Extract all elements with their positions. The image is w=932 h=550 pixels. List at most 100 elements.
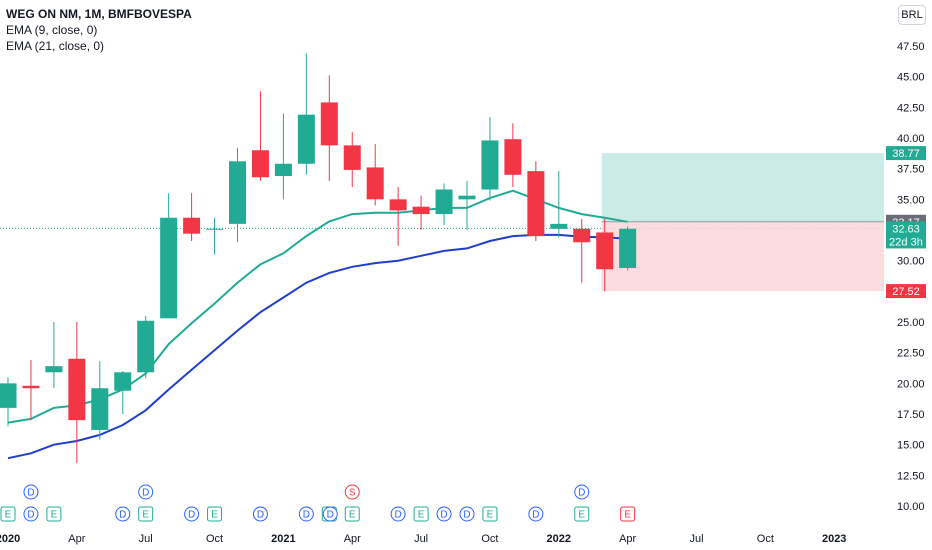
event-marker-letter: D (142, 488, 149, 499)
x-tick-label: 2023 (822, 533, 846, 545)
y-tick-label: 17.50 (897, 409, 925, 421)
x-tick-label: Apr (344, 533, 361, 545)
x-tick-label: Oct (481, 533, 498, 545)
y-tick-label: 35.00 (897, 194, 925, 206)
symbol-title[interactable]: WEG ON NM, 1M, BMFBOVESPA (6, 7, 192, 21)
event-marker-letter: D (188, 510, 195, 521)
event-marker-letter: D (440, 510, 447, 521)
earnings-marker[interactable] (482, 506, 498, 522)
event-marker-letter: D (532, 510, 539, 521)
split-marker[interactable] (344, 484, 360, 500)
event-marker-letter: D (463, 510, 470, 521)
dividend-marker[interactable] (298, 506, 314, 522)
event-marker-letter: E (578, 510, 585, 521)
dividend-marker[interactable] (138, 484, 154, 500)
price-label-box (886, 284, 926, 299)
candle-body (389, 199, 407, 211)
dividend-marker[interactable] (436, 506, 452, 522)
y-tick-label: 45.00 (897, 72, 925, 84)
currency-badge[interactable]: BRL (898, 5, 926, 25)
event-marker-letter: S (349, 488, 356, 499)
dividend-marker[interactable] (252, 506, 268, 522)
earnings-marker[interactable] (344, 506, 360, 522)
ema-lines (7, 189, 628, 460)
earnings-marker[interactable] (138, 506, 154, 522)
x-tick-label: Apr (68, 533, 85, 545)
time-axis[interactable]: 2020 Apr Jul Oct 2021 Apr Jul Oct 2022 Apr Jul Oct 2… (0, 533, 846, 545)
dividend-marker[interactable] (23, 506, 39, 522)
event-marker-letter: E (349, 510, 356, 521)
event-marker-letter: E (51, 510, 58, 521)
event-marker-letter: E (5, 510, 12, 521)
event-marker-letter: D (395, 510, 402, 521)
x-tick-label: Jul (689, 533, 703, 545)
dividend-marker[interactable] (23, 484, 39, 500)
event-marker-letter: E (142, 510, 149, 521)
dividend-marker[interactable] (115, 506, 131, 522)
earnings-marker[interactable] (620, 506, 636, 522)
candle-body (619, 228, 637, 269)
candles (0, 53, 637, 464)
event-marker-letter: E (487, 510, 494, 521)
x-tick-label: 2022 (547, 533, 571, 545)
candle-body (366, 167, 384, 200)
last-price-box (886, 221, 926, 249)
event-marker-letter: D (327, 510, 334, 521)
candle-body (573, 228, 591, 243)
price-axis[interactable]: 10.0012.5015.0017.5020.0022.5025.0027.50… (886, 41, 926, 513)
earnings-marker[interactable] (574, 506, 590, 522)
dividend-marker[interactable] (574, 484, 590, 500)
event-marker-letter: E (418, 510, 425, 521)
earnings-marker[interactable] (207, 506, 223, 522)
candle-body (45, 366, 63, 373)
earnings-marker[interactable] (413, 506, 429, 522)
candle-body (458, 195, 476, 200)
x-tick-label: Jul (139, 533, 153, 545)
candle-body (251, 150, 269, 178)
dividend-marker[interactable] (390, 506, 406, 522)
dividend-marker[interactable] (528, 506, 544, 522)
candle-body (481, 140, 499, 190)
candle-body (274, 163, 292, 177)
y-tick-label: 10.00 (897, 501, 925, 513)
candle-body (68, 358, 86, 421)
candle-body (22, 385, 40, 389)
price-label-box (886, 146, 926, 161)
candle-body (320, 102, 338, 146)
candle-body (183, 217, 201, 234)
y-tick-label: 37.50 (897, 164, 925, 176)
x-tick-label: 2021 (271, 533, 295, 545)
candle-body (527, 171, 545, 237)
y-tick-label: 20.00 (897, 378, 925, 390)
chart-legend: WEG ON NM, 1M, BMFBOVESPA EMA (9, close,… (6, 6, 192, 54)
ema-9-line (7, 189, 628, 424)
x-tick-label: Oct (757, 533, 774, 545)
dividend-marker[interactable] (459, 506, 475, 522)
candle-body (160, 217, 178, 319)
earnings-marker[interactable] (0, 506, 16, 522)
event-marker-letter: D (303, 510, 310, 521)
event-marker-letter: D (119, 510, 126, 521)
candle-body (114, 372, 132, 391)
event-markers: EDEDDEDDEDDEDESDEDDEDEDE (0, 484, 636, 522)
event-marker-letter: D (578, 488, 585, 499)
event-marker-letter: D (27, 510, 34, 521)
long-position-tool[interactable] (601, 153, 884, 292)
candle-body (91, 388, 109, 430)
x-tick-label: 2020 (0, 533, 20, 545)
loss-zone[interactable] (601, 221, 884, 292)
candle-body (435, 189, 453, 215)
dividend-marker[interactable] (184, 506, 200, 522)
candle-body (137, 320, 155, 373)
ema-9-legend[interactable]: EMA (9, close, 0) (6, 23, 98, 37)
price-label: 38.77 (892, 148, 920, 160)
dividend-marker[interactable] (322, 506, 338, 522)
ema-21-line (7, 233, 628, 460)
candle-body (0, 383, 17, 408)
candle-body (343, 145, 361, 170)
earnings-marker[interactable] (46, 506, 62, 522)
profit-zone[interactable] (601, 153, 884, 222)
event-marker-letter: E (624, 510, 631, 521)
ema-21-legend[interactable]: EMA (21, close, 0) (6, 39, 105, 53)
